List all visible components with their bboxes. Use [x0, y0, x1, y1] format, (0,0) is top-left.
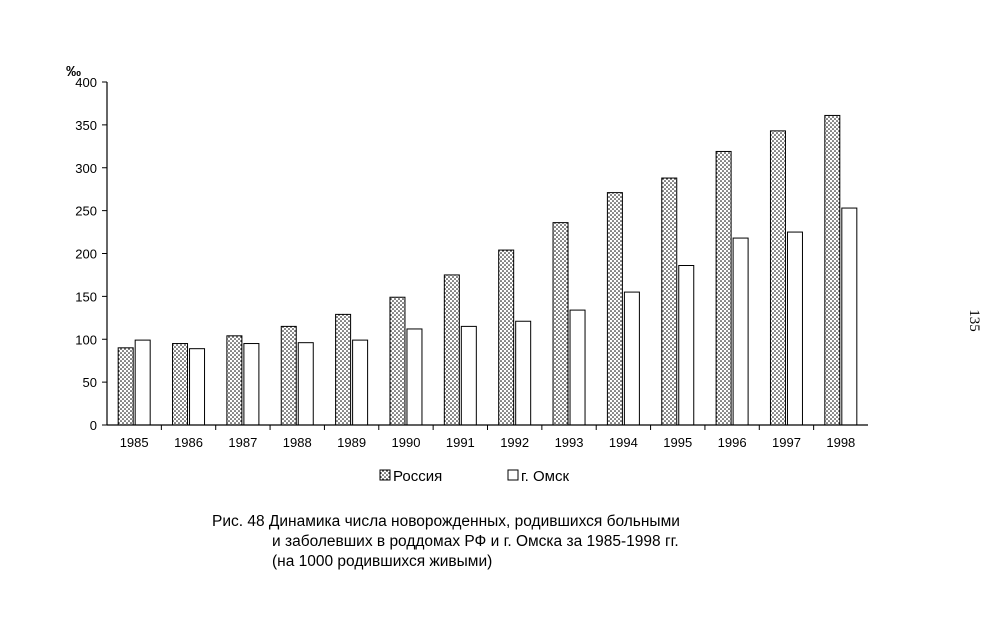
y-tick-label: 0 [90, 418, 97, 433]
y-tick-label: 250 [75, 204, 97, 219]
bar-omsk [623, 291, 640, 426]
x-tick-label: 1992 [500, 435, 529, 450]
x-tick-label: 1989 [337, 435, 366, 450]
y-tick-label: 200 [75, 247, 97, 262]
bar-russia [606, 192, 623, 426]
y-tick-label: 50 [83, 375, 97, 390]
x-tick-label: 1987 [228, 435, 257, 450]
bar-russia [661, 177, 678, 426]
x-tick-label: 1995 [663, 435, 692, 450]
bar-russia [389, 296, 406, 426]
bar-omsk [297, 342, 314, 426]
x-tick-label: 1998 [826, 435, 855, 450]
bar-omsk [841, 207, 858, 426]
legend-swatch-russia [379, 469, 391, 481]
bar-russia [280, 325, 297, 426]
x-tick-label: 1997 [772, 435, 801, 450]
y-tick-label: 100 [75, 332, 97, 347]
page-number: 135 [965, 309, 982, 332]
bar-omsk [515, 320, 532, 426]
bar-russia [498, 249, 515, 426]
bar-russia [172, 343, 189, 426]
bar-omsk [134, 339, 151, 426]
bar-omsk [243, 343, 260, 426]
caption-line-3: (на 1000 родившихся живыми) [272, 553, 493, 570]
bar-omsk [460, 325, 477, 426]
caption-line-1: Рис. 48 Динамика числа новорожденных, ро… [212, 513, 680, 530]
y-tick-label: 300 [75, 161, 97, 176]
bar-russia [335, 313, 352, 426]
x-tick-label: 1994 [609, 435, 638, 450]
bar-russia [769, 130, 786, 426]
bar-russia [824, 114, 841, 426]
bar-russia [715, 150, 732, 426]
bar-omsk [678, 265, 695, 426]
x-tick-label: 1991 [446, 435, 475, 450]
bar-russia [443, 274, 460, 426]
y-unit-label: ‰ [66, 63, 81, 80]
x-tick-label: 1996 [718, 435, 747, 450]
legend-label-russia: Россия [393, 468, 442, 485]
bar-omsk [352, 339, 369, 426]
y-tick-label: 400 [75, 75, 97, 90]
x-tick-label: 1993 [555, 435, 584, 450]
bar-omsk [189, 348, 206, 426]
x-tick-label: 1986 [174, 435, 203, 450]
x-tick-label: 1988 [283, 435, 312, 450]
legend-swatch-omsk [507, 469, 519, 481]
figure-caption: Рис. 48 Динамика числа новорожденных, ро… [212, 512, 812, 572]
x-tick-label: 1990 [392, 435, 421, 450]
bar-omsk [786, 231, 803, 426]
bar-omsk [732, 237, 749, 426]
legend-label-omsk: г. Омск [521, 468, 569, 485]
x-tick-label: 1985 [120, 435, 149, 450]
bar-russia [226, 335, 243, 426]
bar-russia [117, 347, 134, 426]
bar-russia [552, 222, 569, 426]
legend: Россия г. Омск [379, 468, 569, 485]
y-tick-label: 150 [75, 289, 97, 304]
caption-line-2: и заболевших в роддомах РФ и г. Омска за… [272, 533, 679, 550]
y-tick-label: 350 [75, 118, 97, 133]
bar-omsk [406, 328, 423, 426]
bar-omsk [569, 309, 586, 426]
